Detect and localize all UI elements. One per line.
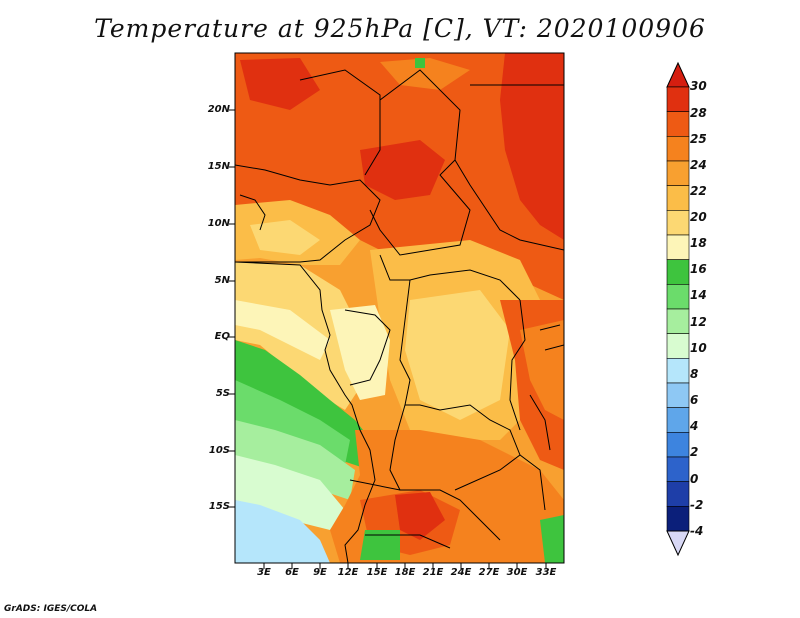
colorbar-swatch [666,407,690,433]
colorbar-swatch [666,358,690,384]
colorbar-label: 10 [690,341,707,355]
colorbar-label: 22 [690,184,707,198]
colorbar-swatch [666,284,690,310]
lon-label: 21E [422,567,444,578]
colorbar-label: -4 [690,524,704,538]
lon-label: 27E [478,567,500,578]
colorbar-swatch [666,210,690,236]
colorbar-swatch [666,308,690,334]
colorbar-swatch [666,86,690,112]
grads-credit: GrADS: IGES/COLA [4,604,98,614]
colorbar-swatch [666,111,690,137]
map-frame [234,52,565,564]
lon-label: 15E [366,567,388,578]
colorbar-swatch [666,234,690,260]
colorbar-swatch [666,259,690,285]
temperature-field [235,53,564,563]
colorbar-label: -2 [690,498,704,512]
colorbar-swatch [666,382,690,408]
lon-label: 24E [450,567,472,578]
colorbar-label: 28 [690,106,707,120]
lon-label: 33E [535,567,557,578]
colorbar-swatch [666,432,690,458]
lon-label: 9E [313,567,327,578]
colorbar-label: 6 [690,393,699,407]
lon-label: 3E [257,567,271,578]
lat-label: 5S [215,388,230,399]
colorbar-label: 2 [690,445,699,459]
colorbar-label: 0 [690,472,699,486]
colorbar-top-triangle [666,61,690,88]
lon-label: 12E [337,567,359,578]
lon-label: 30E [506,567,528,578]
lat-label: 15N [207,161,230,172]
colorbar-label: 25 [690,132,707,146]
lat-label: 20N [207,104,230,115]
colorbar-swatch [666,185,690,211]
colorbar-label: 20 [690,210,707,224]
colorbar-label: 24 [690,158,707,172]
country-borders [235,69,564,563]
colorbar-swatch [666,481,690,507]
lat-label: 5N [214,275,230,286]
colorbar-label: 18 [690,236,707,250]
lon-label: 18E [394,567,416,578]
colorbar-label: 14 [690,288,707,302]
colorbar-swatch [666,333,690,359]
colorbar-bottom-triangle [666,530,690,557]
colorbar-swatch [666,456,690,482]
lat-label: EQ [214,331,230,342]
colorbar-label: 12 [690,315,707,329]
colorbar-swatch [666,160,690,186]
colorbar-label: 30 [690,79,707,93]
lat-label: 15S [208,501,230,512]
colorbar-label: 8 [690,367,699,381]
colorbar-swatch [666,136,690,162]
colorbar-label: 16 [690,262,707,276]
colorbar-label: 4 [690,419,699,433]
colorbar [666,61,690,557]
lat-label: 10S [208,445,230,456]
map-title: Temperature at 925hPa [C], VT: 202010090… [94,14,706,43]
lat-label: 10N [207,218,230,229]
lon-label: 6E [285,567,299,578]
colorbar-swatch [666,506,690,532]
axis-ticks [229,109,547,569]
